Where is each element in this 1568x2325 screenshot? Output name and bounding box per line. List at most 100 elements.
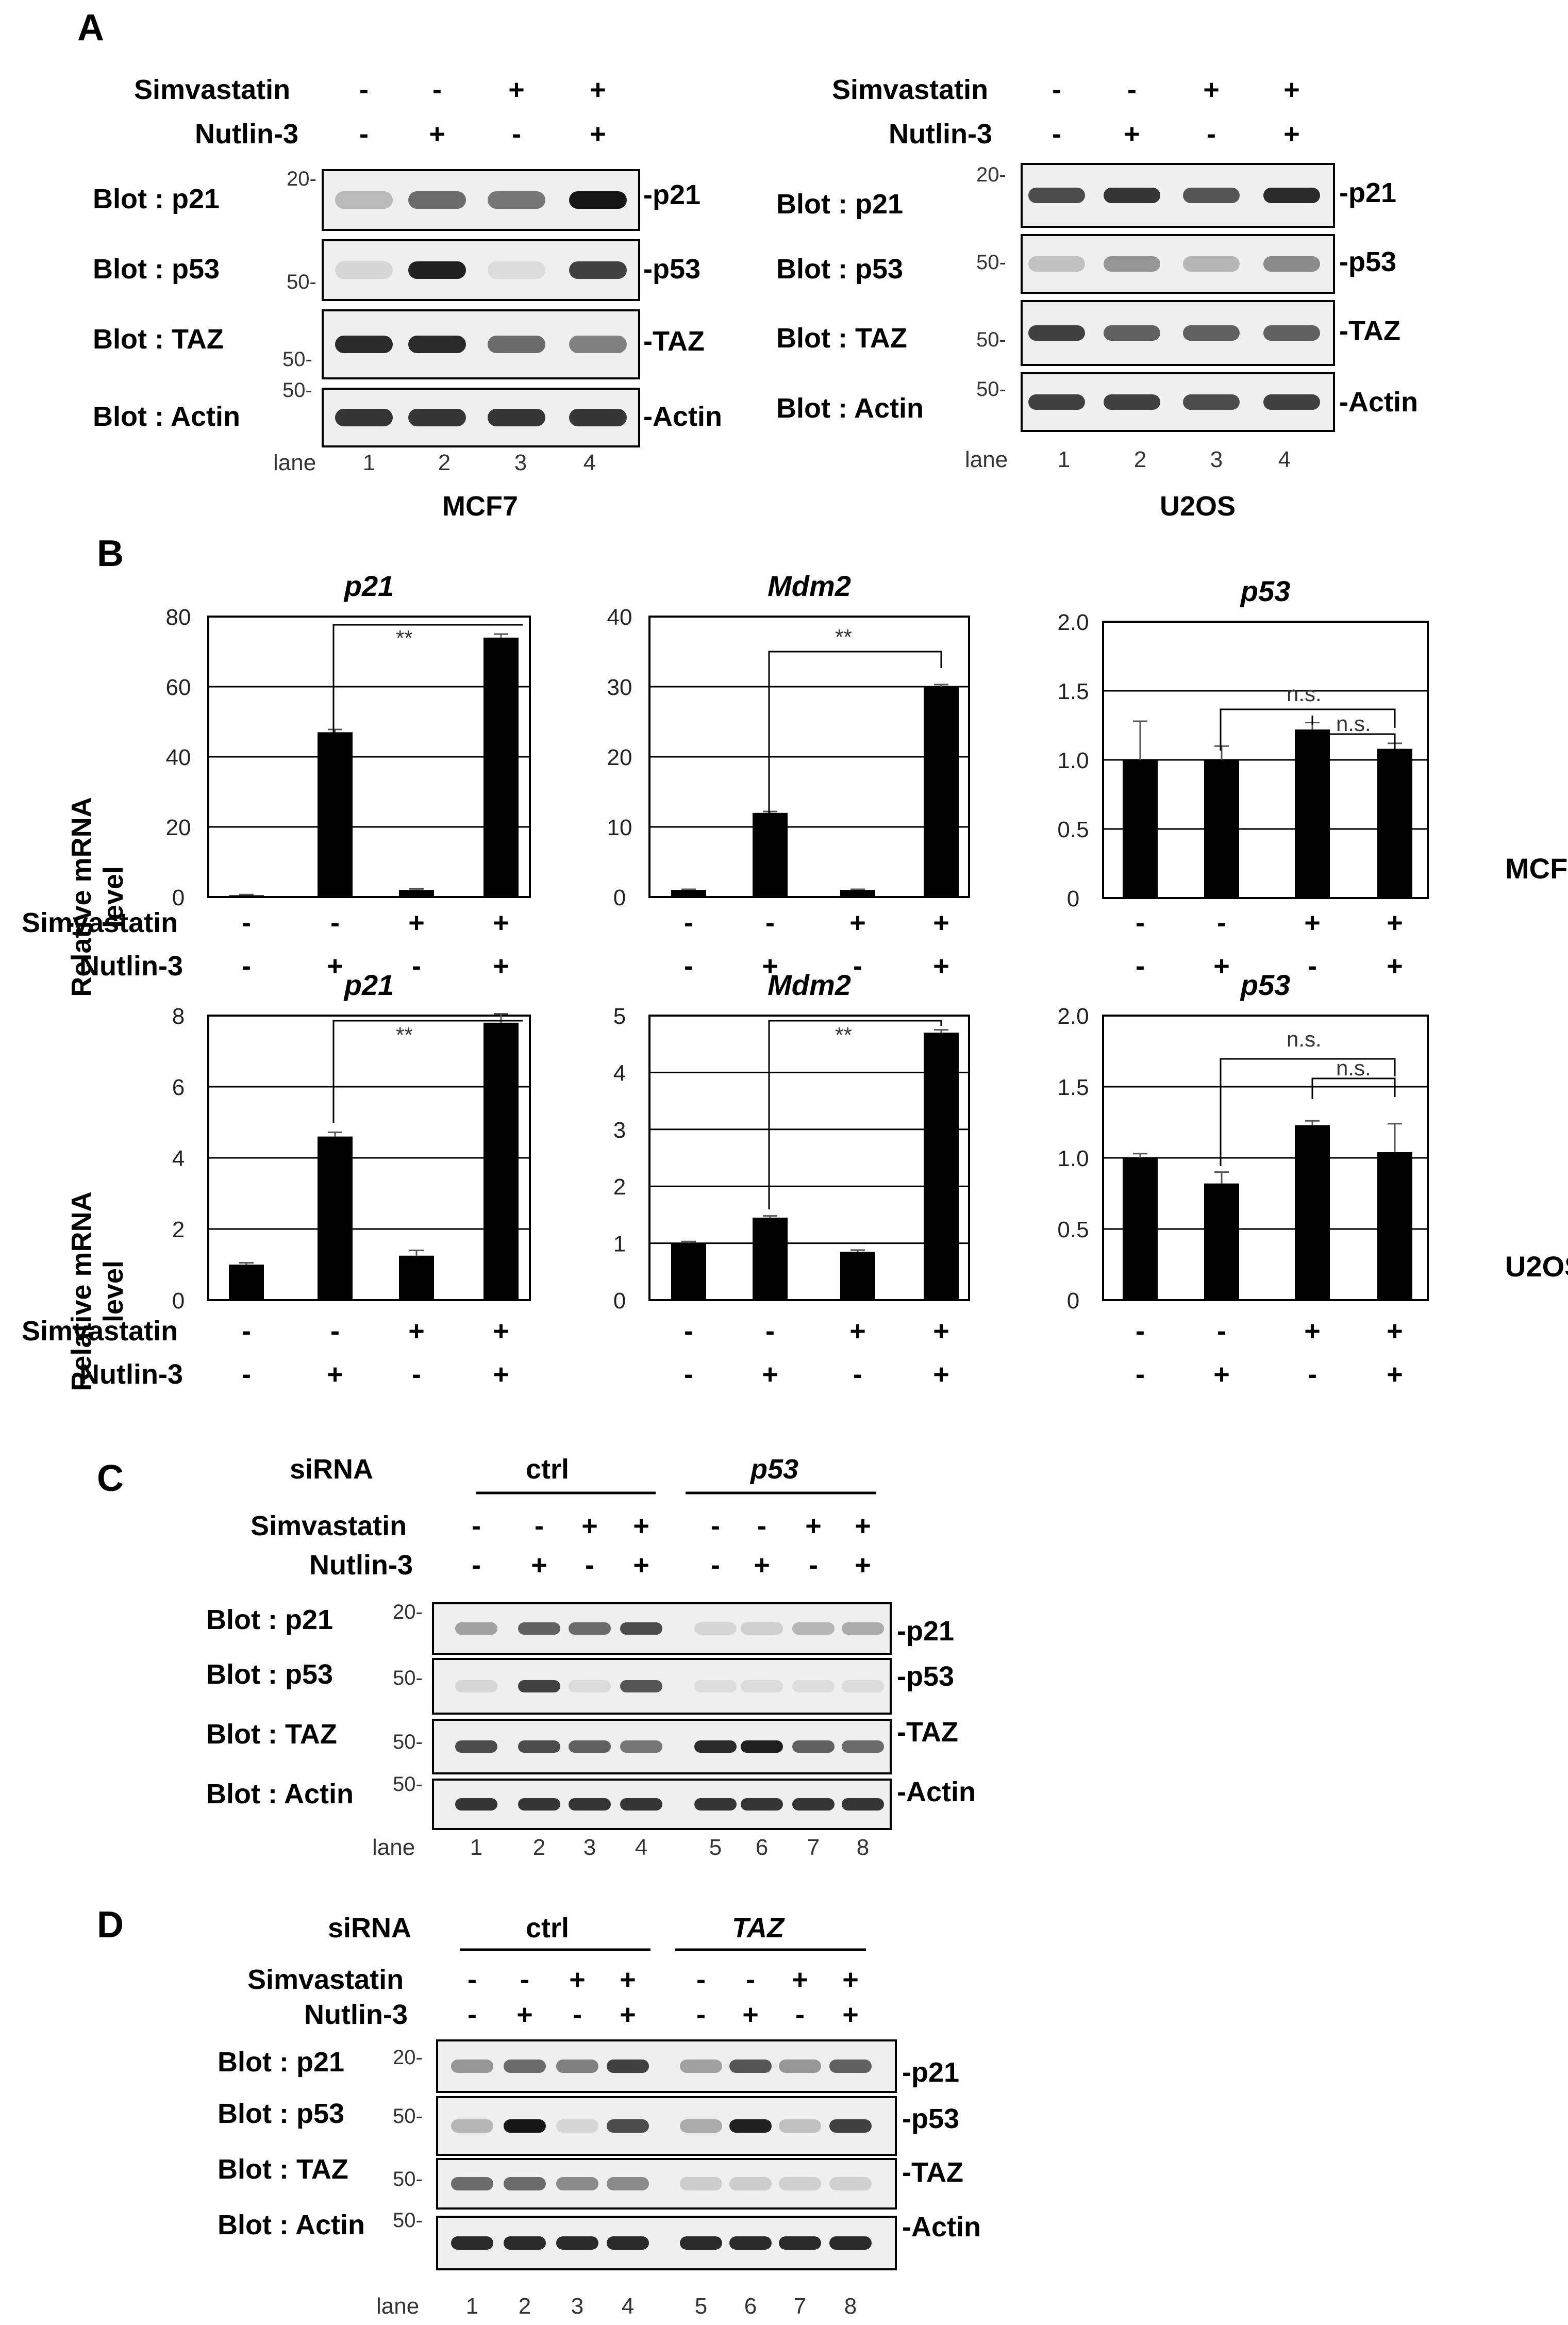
u2os-taz-blot-band-2 (1104, 325, 1160, 341)
c-p53-blot-band-2 (518, 1680, 560, 1692)
y-tick-label: 0 (613, 885, 626, 910)
d-blot-p21-label: Blot : p21 (218, 2047, 344, 2078)
u2os-blot-actin-label: Blot : Actin (776, 393, 924, 424)
c-p21-blot-band-4 (620, 1622, 662, 1635)
u2os-p53-ns-text-2: n.s. (1336, 1056, 1371, 1080)
mcf7-nutlin-sign-1: - (359, 119, 369, 150)
chart1-row2-nutlin-sign-3: - (412, 1359, 421, 1390)
mcf7-actin-blot-band-4 (569, 409, 627, 426)
c-lane-numbers: 1 2 3 4 5 6 7 8 (470, 1835, 869, 1860)
c-band-p53: -p53 (897, 1661, 954, 1692)
chart1-row1-simvastatin-sign-4: + (493, 907, 509, 938)
c-actin-blot-band-4 (620, 1798, 662, 1811)
d-sirna-taz-label: TAZ (732, 1913, 785, 1944)
bar-1 (229, 1265, 264, 1300)
mcf7-simvastatin-sign-3: + (508, 74, 525, 105)
mcf7-lane-number-4: 4 (583, 450, 596, 475)
y-tick-label: 30 (607, 675, 632, 700)
mcf7-mw-50-actin: 50- (282, 379, 312, 402)
chart2-row1-simvastatin-sign-3: + (849, 907, 866, 938)
chart2-row1-nutlin-sign-2: + (762, 951, 778, 982)
d-treatment-signs: - - + + - - + + - + - + - + - + (468, 1964, 859, 2030)
d-blot-strips (436, 2039, 897, 2270)
y-tick-label: 40 (607, 605, 632, 630)
chart2-row2-simvastatin-sign-1: - (684, 1316, 693, 1347)
c-simvastatin-sign-7: + (805, 1510, 822, 1541)
c-blot-p21-label: Blot : p21 (206, 1604, 333, 1635)
chart1-row1-nutlin-sign-1: - (242, 951, 251, 982)
u2os-cell-line: U2OS (1160, 491, 1236, 522)
c-taz-blot-band-3 (569, 1740, 611, 1753)
c-lane-number-7: 7 (807, 1835, 820, 1860)
d-lane-number-5: 5 (695, 2294, 707, 2319)
mcf7-simvastatin-sign-4: + (590, 74, 606, 105)
chart1-row1-nutlin-sign-3: - (412, 951, 421, 982)
chart3-row1-simvastatin-sign-1: - (1136, 907, 1145, 938)
y-tick-label: 80 (166, 605, 191, 630)
c-lane-number-5: 5 (709, 1835, 722, 1860)
chart2-row2-simvastatin-sign-2: - (765, 1316, 775, 1347)
chart3-row1-simvastatin-sign-3: + (1304, 907, 1321, 938)
d-p21-blot-band-4 (607, 2060, 649, 2073)
chart2-row2-nutlin-sign-3: - (853, 1359, 862, 1390)
u2os-simvastatin-sign-4: + (1283, 74, 1300, 105)
mcf7-simvastatin-sign-2: - (432, 74, 442, 105)
d-p53-blot-band-5 (680, 2119, 722, 2133)
chart1-row2-simvastatin-sign-2: - (330, 1316, 340, 1347)
u2os-lane-number-2: 2 (1134, 447, 1146, 472)
chart2-row2-nutlin-sign-1: - (684, 1359, 693, 1390)
chart1-row2-nutlin-sign-2: + (327, 1359, 343, 1390)
chart3-row1-nutlin-sign-1: - (1136, 951, 1145, 982)
chart2-row2-simvastatin-sign-3: + (849, 1316, 866, 1347)
y-tick-label: 2.0 (1057, 610, 1089, 635)
d-nutlin-sign-3: - (573, 1999, 582, 2030)
bar-4 (924, 687, 959, 897)
u2os-p21-blot-band-4 (1263, 188, 1320, 203)
d-actin-blot-band-4 (607, 2236, 649, 2250)
chart2-row2-nutlin-sign-4: + (933, 1359, 949, 1390)
d-actin-blot-band-3 (556, 2236, 598, 2250)
chart2-row1-nutlin-sign-4: + (933, 951, 949, 982)
d-mw-20: 20- (393, 2046, 423, 2069)
u2os-actin-blot-band-3 (1183, 394, 1240, 410)
mcf7-p53-ns-text-2: n.s. (1336, 711, 1371, 736)
u2os-p21-sig-text: ** (396, 1023, 413, 1047)
chart3-row2-simvastatin-sign-1: - (1136, 1316, 1145, 1347)
u2os-nutlin-sign-2: + (1124, 119, 1140, 150)
u2os-mdm2-sig-text: ** (835, 1023, 852, 1047)
chart2-row1-simvastatin-sign-2: - (765, 907, 775, 938)
y-tick-label: 0 (172, 885, 185, 910)
chart-title: Mdm2 (768, 570, 851, 602)
mcf7-blot-actin-label: Blot : Actin (93, 401, 240, 432)
d-p53-blot-band-6 (729, 2119, 772, 2133)
d-taz-blot-band-7 (779, 2177, 821, 2190)
mcf7-cell-line: MCF7 (442, 491, 518, 522)
mcf7-actin-blot-band-1 (335, 409, 393, 426)
chart-title: p53 (1240, 969, 1291, 1001)
c-band-p21: -p21 (897, 1616, 954, 1647)
y-tick-label: 6 (172, 1075, 185, 1100)
u2os-mw-20: 20- (976, 163, 1006, 186)
y-tick-label: 0 (613, 1288, 626, 1314)
mcf7-band-p21: -p21 (643, 179, 700, 210)
d-p21-blot-band-5 (680, 2060, 722, 2073)
chart1-row1-simvastatin-sign-2: - (330, 907, 340, 938)
c-simvastatin-sign-3: + (581, 1510, 598, 1541)
c-actin-blot-band-2 (518, 1798, 560, 1811)
mcf7-lane-number-2: 2 (438, 450, 451, 475)
mcf7-simvastatin-label: Simvastatin (134, 74, 290, 105)
c-simvastatin-sign-1: - (472, 1510, 481, 1541)
c-blot-p53-label: Blot : p53 (206, 1659, 333, 1690)
d-band-taz: -TAZ (902, 2157, 963, 2188)
u2os-simvastatin-sign-1: - (1052, 74, 1061, 105)
bar-3 (1295, 729, 1330, 898)
chart-row1-simvastatin-label: Simvastatin (22, 907, 178, 938)
mcf7-taz-blot-band-1 (335, 336, 393, 353)
d-p21-blot-band-3 (556, 2060, 598, 2073)
bar-2 (1204, 760, 1239, 898)
u2os-p53-blot-band-1 (1028, 256, 1085, 272)
mcf7-taz-blot-band-4 (569, 336, 627, 353)
u2os-blot-p21-label: Blot : p21 (776, 189, 903, 220)
u2os-ylabel-group: Relative mRNA level (66, 1191, 129, 1391)
c-p53-blot-band-4 (620, 1680, 662, 1692)
